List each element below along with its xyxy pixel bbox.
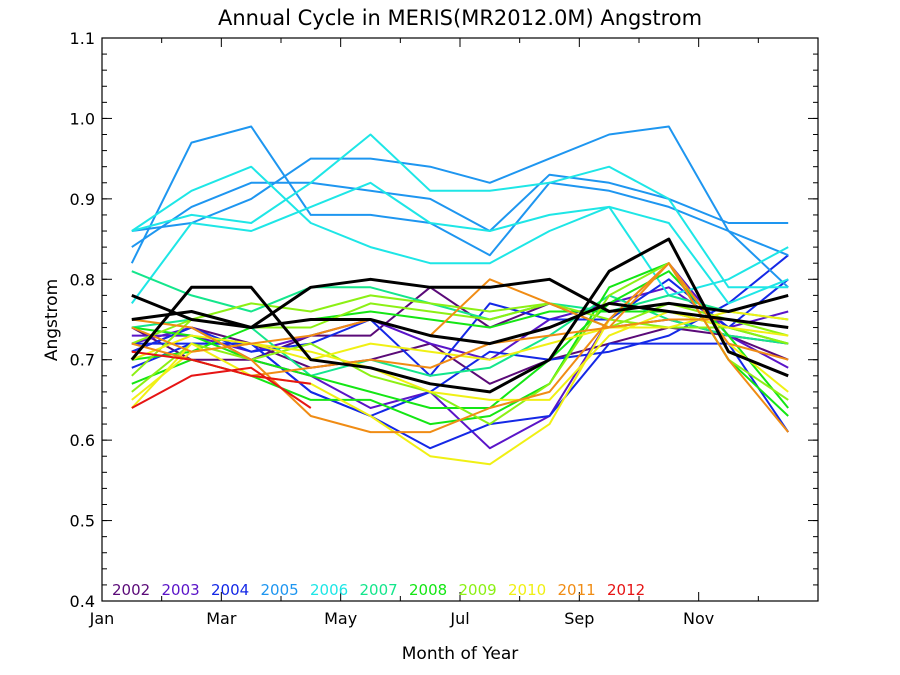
legend-item-2008: 2008 bbox=[409, 581, 447, 599]
series-line-31 bbox=[131, 366, 312, 409]
legend-item-2011: 2011 bbox=[558, 581, 596, 599]
x-tick-label: Mar bbox=[206, 609, 237, 628]
legend-item-2002: 2002 bbox=[112, 581, 150, 599]
legend-item-2010: 2010 bbox=[508, 581, 546, 599]
series-line-15 bbox=[131, 165, 789, 297]
series-line-13 bbox=[131, 125, 789, 289]
y-tick-label: 0.8 bbox=[70, 270, 95, 289]
series-line-17 bbox=[131, 270, 789, 321]
y-tick-label: 0.5 bbox=[70, 512, 95, 531]
y-axis-label: Angstrom bbox=[42, 279, 62, 361]
y-tick-label: 0.6 bbox=[70, 431, 95, 450]
y-tick-label: 0.7 bbox=[70, 351, 95, 370]
x-tick-label: Nov bbox=[683, 609, 714, 628]
chart-title: Annual Cycle in MERIS(MR2012.0M) Angstro… bbox=[218, 6, 702, 30]
tick-layer: Jan Mar May Jul Sep Nov 0.4 0.5 0.6 0.7 0.8 0.9 1.0 1… bbox=[70, 29, 818, 628]
series-line-16 bbox=[130, 181, 789, 305]
legend-item-2005: 2005 bbox=[261, 581, 299, 599]
legend-item-2009: 2009 bbox=[459, 581, 497, 599]
plot-area: Jan Mar May Jul Sep Nov 0.4 0.5 0.6 0.7 0.8 0.9 1.0 1… bbox=[70, 29, 819, 628]
y-tick-label: 0.4 bbox=[70, 592, 95, 611]
legend-item-2003: 2003 bbox=[162, 581, 200, 599]
legend: 2002 2003 2004 2005 2006 2007 2008 2009 2010 2011… bbox=[112, 581, 645, 599]
legend-item-2006: 2006 bbox=[310, 581, 348, 599]
series-line-7 bbox=[131, 286, 789, 361]
series-line-28 bbox=[131, 262, 789, 434]
y-tick-label: 0.9 bbox=[70, 190, 95, 209]
legend-item-2007: 2007 bbox=[360, 581, 398, 599]
plot-frame bbox=[101, 37, 819, 602]
legend-item-2012: 2012 bbox=[607, 581, 645, 599]
series-line-29 bbox=[131, 262, 789, 361]
series-line-2 bbox=[131, 277, 789, 329]
y-tick-label: 1.0 bbox=[70, 109, 95, 128]
series-line-11 bbox=[130, 125, 789, 264]
series-layer bbox=[130, 125, 790, 466]
series-line-12 bbox=[131, 173, 789, 248]
series-line-4 bbox=[131, 326, 789, 385]
x-tick-label: Jul bbox=[449, 609, 469, 628]
y-tick-label: 1.1 bbox=[70, 29, 95, 48]
series-line-3 bbox=[130, 237, 789, 394]
x-tick-label: May bbox=[324, 609, 357, 628]
x-tick-label: Sep bbox=[564, 609, 594, 628]
legend-item-2004: 2004 bbox=[211, 581, 249, 599]
series-line-14 bbox=[131, 133, 789, 289]
x-axis-label: Month of Year bbox=[402, 644, 518, 664]
x-tick-label: Jan bbox=[89, 609, 115, 628]
series-line-32 bbox=[131, 350, 311, 385]
